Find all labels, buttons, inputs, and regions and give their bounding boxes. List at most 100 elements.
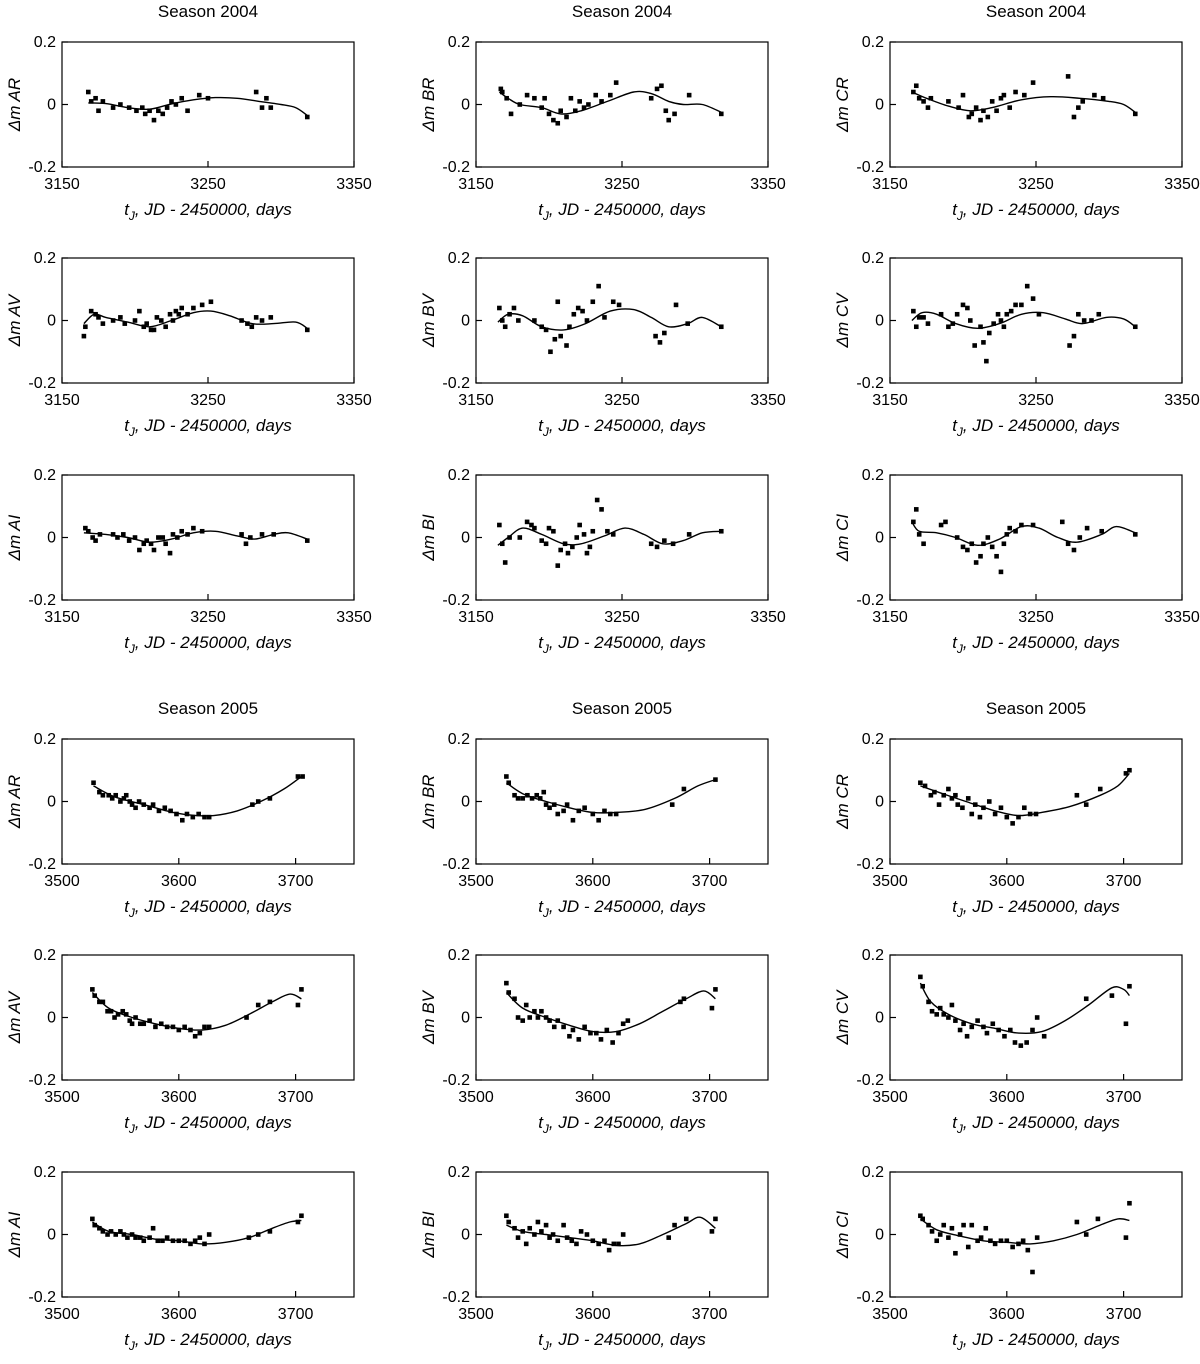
data-point: [1127, 1200, 1132, 1206]
data-point: [542, 95, 547, 101]
chart-panel: 3150 3250 3350 -0.2 0 0.2 Δm BI tJ, JD - 245000…: [419, 467, 786, 656]
data-point: [929, 1229, 935, 1234]
x-tick-label: 3700: [692, 1306, 728, 1323]
data-point: [121, 796, 127, 801]
data-point: [93, 311, 98, 317]
data-point: [551, 1024, 557, 1030]
data-point: [1095, 1216, 1101, 1222]
data-point: [136, 799, 142, 804]
data-point: [1008, 308, 1014, 314]
data-point: [1036, 311, 1042, 317]
data-point: [1002, 1033, 1007, 1039]
data-point: [196, 92, 202, 98]
y-tick-label: 0.2: [34, 34, 56, 51]
y-axis-label: Δm AR: [5, 775, 24, 829]
data-point: [954, 311, 960, 317]
data-point: [561, 1024, 566, 1030]
data-point: [191, 305, 196, 311]
data-point: [954, 535, 960, 540]
data-point: [713, 777, 718, 782]
x-tick-label: 3250: [1018, 392, 1054, 409]
data-point: [202, 814, 207, 820]
data-point: [174, 811, 179, 817]
y-tick-label: -0.2: [856, 375, 884, 392]
chart-panel: Season 2005 3500 3600 3700 -0.2 0 0.2 Δm BR tJ, …: [419, 699, 769, 920]
data-point: [568, 95, 574, 101]
y-axis-label: Δm AI: [5, 1211, 24, 1258]
data-point: [1092, 92, 1097, 98]
data-point: [300, 774, 305, 779]
x-axis-label: tJ, JD - 2450000, days: [952, 633, 1120, 656]
data-point: [1022, 805, 1027, 811]
data-point: [108, 1229, 114, 1234]
data-point: [938, 522, 944, 528]
data-point: [1027, 811, 1033, 817]
data-point: [118, 799, 123, 804]
data-point: [981, 805, 986, 811]
data-point: [1123, 1235, 1129, 1240]
plot-frame: [889, 257, 1183, 384]
data-point: [584, 318, 590, 323]
data-point: [180, 817, 185, 823]
y-tick-label: 0: [461, 794, 470, 811]
data-point: [147, 1235, 152, 1240]
data-point: [920, 1216, 926, 1222]
data-point: [599, 99, 604, 104]
data-point: [590, 528, 596, 534]
data-point: [1084, 525, 1090, 531]
y-tick-label: -0.2: [28, 1289, 56, 1306]
data-point: [141, 324, 147, 330]
data-point: [709, 1229, 715, 1234]
y-tick-label: 0.2: [34, 731, 56, 748]
data-point: [988, 1238, 993, 1244]
data-point: [586, 102, 591, 107]
data-point: [120, 1008, 126, 1014]
data-point: [179, 528, 185, 534]
data-point: [969, 1024, 975, 1030]
data-point: [981, 1024, 986, 1030]
chart-panel: Season 2005 3500 3600 3700 -0.2 0 0.2 Δm AR tJ, …: [5, 699, 355, 920]
data-point: [602, 315, 607, 320]
data-point: [1132, 532, 1138, 537]
x-tick-label: 3600: [161, 873, 197, 890]
data-point: [173, 102, 179, 107]
data-point: [118, 102, 123, 107]
data-point: [957, 1027, 963, 1033]
data-point: [978, 324, 983, 330]
data-point: [532, 525, 537, 531]
data-point: [506, 1219, 512, 1225]
y-tick-label: -0.2: [856, 856, 884, 873]
data-point: [932, 789, 937, 795]
data-point: [185, 311, 190, 317]
data-point: [206, 1024, 212, 1030]
x-axis-label: tJ, JD - 2450000, days: [952, 897, 1120, 920]
y-tick-label: 0: [875, 97, 884, 114]
data-point: [567, 1033, 572, 1039]
x-tick-label: 3700: [1106, 873, 1142, 890]
data-point: [981, 541, 986, 547]
data-point: [998, 95, 1004, 101]
data-point: [561, 808, 566, 814]
data-point: [151, 327, 157, 333]
x-tick-label: 3600: [989, 1089, 1025, 1106]
data-point: [532, 1232, 537, 1237]
data-point: [543, 327, 549, 333]
x-tick-label: 3350: [1164, 392, 1200, 409]
plot-frame: [61, 474, 355, 601]
data-point: [529, 796, 535, 801]
data-point: [946, 99, 951, 104]
data-point: [170, 532, 176, 537]
data-point: [713, 1216, 718, 1222]
chart-panel: 3500 3600 3700 -0.2 0 0.2 Δm AI tJ, JD - 245000…: [5, 1164, 355, 1353]
data-point: [678, 999, 683, 1005]
x-tick-label: 3600: [989, 1306, 1025, 1323]
y-axis-label: Δm AI: [5, 514, 24, 561]
data-point: [246, 1235, 252, 1240]
chart-panel: Season 2004 3150 3250 3350 -0.2 0 0.2 Δm AR tJ, …: [5, 2, 372, 223]
data-point: [973, 105, 979, 110]
x-axis-label: tJ, JD - 2450000, days: [538, 633, 706, 656]
data-point: [248, 535, 253, 540]
data-point: [1083, 1232, 1089, 1237]
x-tick-label: 3250: [1018, 609, 1054, 626]
data-point: [960, 805, 965, 811]
